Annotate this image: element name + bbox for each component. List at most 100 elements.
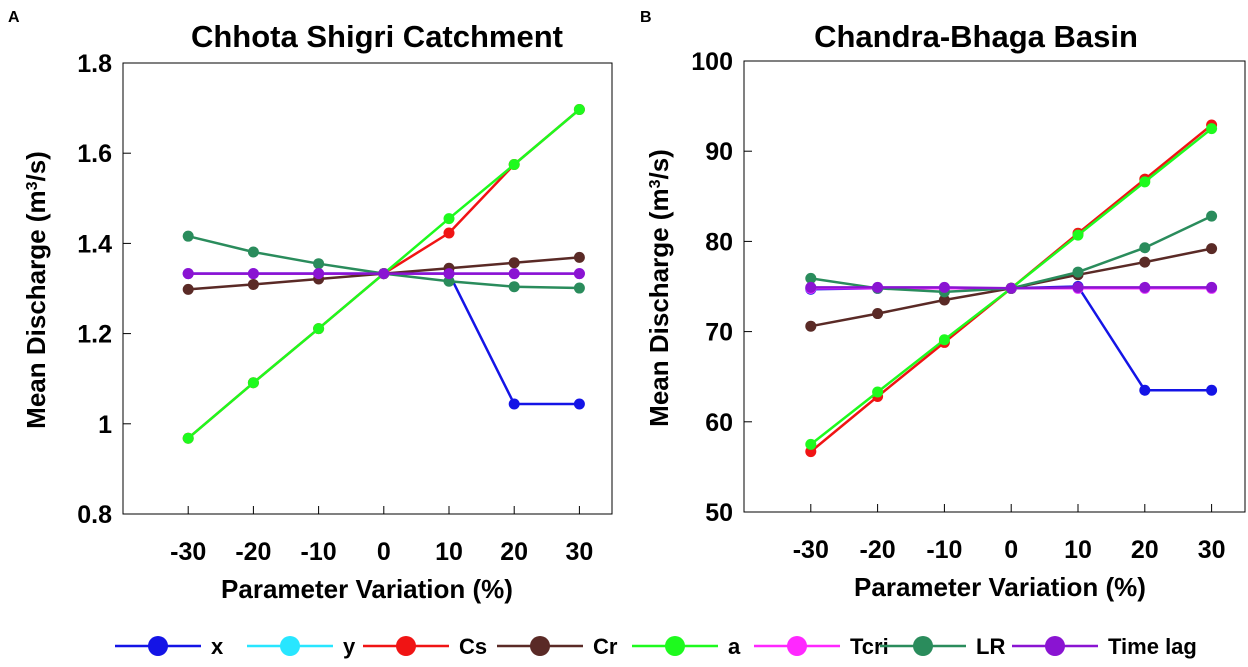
panel-b-point-lr xyxy=(1139,242,1151,254)
legend-item-tcri: Tcri xyxy=(754,634,889,659)
panel-a-point-time-lag xyxy=(182,268,194,280)
panel-b-point-x xyxy=(1139,384,1151,396)
panel-a-x-tick-label: 10 xyxy=(435,538,463,566)
panel-b-x-tick-label: -30 xyxy=(793,536,829,564)
panel-a-x-tick-label: -20 xyxy=(235,538,271,566)
panel-b-point-a xyxy=(872,386,884,398)
panel-a-point-x xyxy=(573,398,585,410)
panel-b-point-time-lag xyxy=(938,281,950,293)
panel-a-point-a xyxy=(182,432,194,444)
panel-a-x-tick-label: 20 xyxy=(500,538,528,566)
panel-a-y-label-superscript: 3 xyxy=(24,181,41,190)
panel-b-title: Chandra-Bhaga Basin xyxy=(814,19,1138,54)
panel-a-series-x xyxy=(182,268,585,410)
legend: x y Cs Cr a Tcri LR Time lag xyxy=(115,634,1197,659)
panel-a-x-tick-label: 30 xyxy=(565,538,593,566)
legend-item-cs: Cs xyxy=(363,634,487,659)
panel-b-y-tick-label: 90 xyxy=(705,138,733,166)
legend-label-lr: LR xyxy=(976,634,1005,659)
panel-b-x-tick-label: 20 xyxy=(1131,536,1159,564)
panel-a-point-time-lag xyxy=(378,268,390,280)
panel-a-title: Chhota Shigri Catchment xyxy=(191,19,563,54)
panel-a-y-tick-label: 1.8 xyxy=(77,50,112,78)
panel-b-point-cr xyxy=(872,308,884,320)
panel-a-point-cr xyxy=(508,257,520,269)
panel-a-y-label-text-end: /s) xyxy=(21,151,51,181)
panel-b-x-label: Parameter Variation (%) xyxy=(854,572,1146,602)
legend-marker-time-lag xyxy=(1045,636,1065,656)
legend-marker-y xyxy=(280,636,300,656)
panel-b-point-x xyxy=(1206,384,1218,396)
legend-item-a: a xyxy=(632,634,741,659)
panel-b-y-tick-label: 100 xyxy=(691,48,733,76)
legend-label-x: x xyxy=(211,634,224,659)
legend-label-cs: Cs xyxy=(459,634,487,659)
panel-b-y-label-text: Mean Discharge (m xyxy=(644,188,674,426)
panel-a-y-label: Mean Discharge (m3/s) xyxy=(21,151,51,429)
panel-a-point-lr xyxy=(443,275,455,287)
panel-b-point-a xyxy=(1139,176,1151,188)
legend-marker-cr xyxy=(530,636,550,656)
panel-b-y-axis: 50 60 70 80 90 100 xyxy=(691,48,752,527)
panel-a-point-time-lag xyxy=(508,268,520,280)
panel-a-point-cs xyxy=(443,227,455,239)
panel-a-point-a xyxy=(443,213,455,225)
panel-a-point-a xyxy=(508,158,520,170)
panel-b-point-lr xyxy=(1072,266,1084,278)
legend-marker-lr xyxy=(913,636,933,656)
panel-b-x-tick-label: -20 xyxy=(860,536,896,564)
panel-b-line-lr xyxy=(810,214,1213,294)
panel-a-point-time-lag xyxy=(573,268,585,280)
panel-b-x-tick-label: 30 xyxy=(1198,536,1226,564)
panel-a-x-tick-label: -10 xyxy=(301,538,337,566)
panel-b-x-tick-label: -10 xyxy=(926,536,962,564)
panel-a-x-tick-label: 0 xyxy=(377,538,391,566)
panel-b-point-a xyxy=(1206,123,1218,135)
panel-a-series-time-lag xyxy=(182,268,585,280)
panel-a-point-a xyxy=(573,103,585,115)
legend-item-time-lag: Time lag xyxy=(1012,634,1197,659)
panel-a-point-cr xyxy=(247,278,259,290)
panel-b-series xyxy=(805,119,1218,458)
panel-b-point-lr xyxy=(805,272,817,284)
panel-b-point-a xyxy=(1072,229,1084,241)
panel-a-point-lr xyxy=(313,258,325,270)
panel-a-x-label: Parameter Variation (%) xyxy=(221,574,513,604)
panel-b-y-label-text-end: /s) xyxy=(644,149,674,179)
panel-a-y-tick-label: 1 xyxy=(98,411,112,439)
legend-item-y: y xyxy=(247,634,356,659)
panel-b-point-a xyxy=(805,438,817,450)
panel-b-y-tick-label: 70 xyxy=(705,319,733,347)
panel-a-point-lr xyxy=(508,281,520,293)
panel-b-point-time-lag xyxy=(1206,281,1218,293)
panel-b-point-time-lag xyxy=(1072,281,1084,293)
panel-a-point-lr xyxy=(573,282,585,294)
legend-item-lr: LR xyxy=(880,634,1005,659)
panel-b-x-tick-label: 10 xyxy=(1064,536,1092,564)
panel-b-y-label-superscript: 3 xyxy=(647,179,664,188)
legend-marker-cs xyxy=(396,636,416,656)
legend-marker-a xyxy=(665,636,685,656)
panel-b-letter: B xyxy=(640,9,652,26)
legend-marker-x xyxy=(148,636,168,656)
panel-b-series-time-lag xyxy=(805,281,1218,294)
legend-label-cr: Cr xyxy=(593,634,618,659)
panel-a-y-label-text: Mean Discharge (m xyxy=(21,190,51,428)
panel-b-y-tick-label: 60 xyxy=(705,409,733,437)
panel-a-y-tick-label: 1.4 xyxy=(77,230,112,258)
panel-a-series xyxy=(182,103,585,444)
panel-b-point-time-lag xyxy=(1005,282,1017,294)
panel-b-series-x xyxy=(805,281,1218,396)
panel-a-point-cr xyxy=(182,283,194,295)
panel-a-point-lr xyxy=(182,230,194,242)
panel-a-x-axis: -30 -20 -10 0 10 20 30 xyxy=(170,506,593,566)
panel-b-y-label: Mean Discharge (m3/s) xyxy=(644,149,674,427)
legend-label-time-lag: Time lag xyxy=(1108,634,1197,659)
panel-b-point-cr xyxy=(1139,256,1151,268)
panel-b-x-axis: -30 -20 -10 0 10 20 30 xyxy=(793,504,1226,564)
panel-a-point-time-lag xyxy=(443,268,455,280)
panel-a-plot-frame xyxy=(122,62,613,515)
panel-a-point-a xyxy=(247,377,259,389)
panel-a-y-tick-label: 1.6 xyxy=(77,140,112,168)
